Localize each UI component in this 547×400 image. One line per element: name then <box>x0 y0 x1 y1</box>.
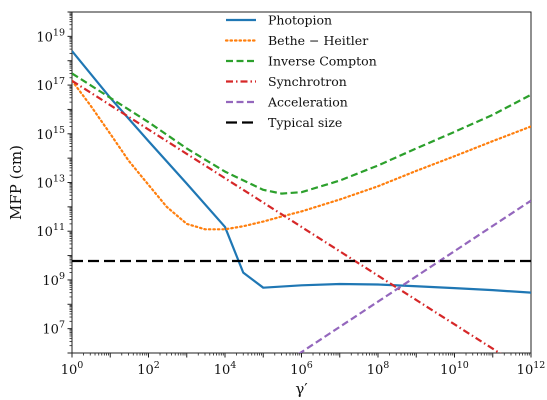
x-axis: 100 102 104 106 108 1010 1012 <box>61 353 546 378</box>
legend-label-3: Synchrotron <box>268 74 347 89</box>
y-tick-label-1: 109 <box>42 271 65 289</box>
y-tick-label-2: 1011 <box>36 222 65 240</box>
x-axis-label: γ′ <box>295 380 308 398</box>
series-line-3 <box>72 79 502 353</box>
y-tick-label-0: 107 <box>42 320 65 338</box>
legend-label-0: Photopion <box>268 13 332 28</box>
legend-label-2: Inverse Compton <box>268 54 377 69</box>
series-line-2 <box>72 72 531 195</box>
series-line-0 <box>72 50 531 294</box>
y-axis: 107 109 1011 1013 1015 1017 1019 <box>36 11 72 354</box>
x-tick-label-0: 100 <box>61 360 84 378</box>
series-lines <box>72 50 531 353</box>
y-tick-label-6: 1019 <box>36 27 65 45</box>
y-axis-label: MFP (cm) <box>7 145 25 220</box>
legend-label-1: Bethe − Heitler <box>268 33 368 48</box>
series-line-1 <box>72 79 531 231</box>
x-tick-label-5: 1010 <box>440 360 469 378</box>
y-tick-label-4: 1015 <box>36 125 65 143</box>
x-tick-label-6: 1012 <box>517 360 546 378</box>
y-tick-label-3: 1013 <box>36 174 65 192</box>
x-tick-label-3: 106 <box>290 360 313 378</box>
legend-label-5: Typical size <box>268 115 342 130</box>
x-tick-label-1: 102 <box>137 360 160 378</box>
series-line-4 <box>298 199 531 353</box>
x-tick-label-4: 108 <box>367 360 390 378</box>
y-tick-label-5: 1017 <box>36 76 65 94</box>
x-tick-label-2: 104 <box>214 360 237 378</box>
legend-label-4: Acceleration <box>267 95 348 110</box>
legend: Photopion Bethe − Heitler Inverse Compton S… <box>224 13 377 130</box>
